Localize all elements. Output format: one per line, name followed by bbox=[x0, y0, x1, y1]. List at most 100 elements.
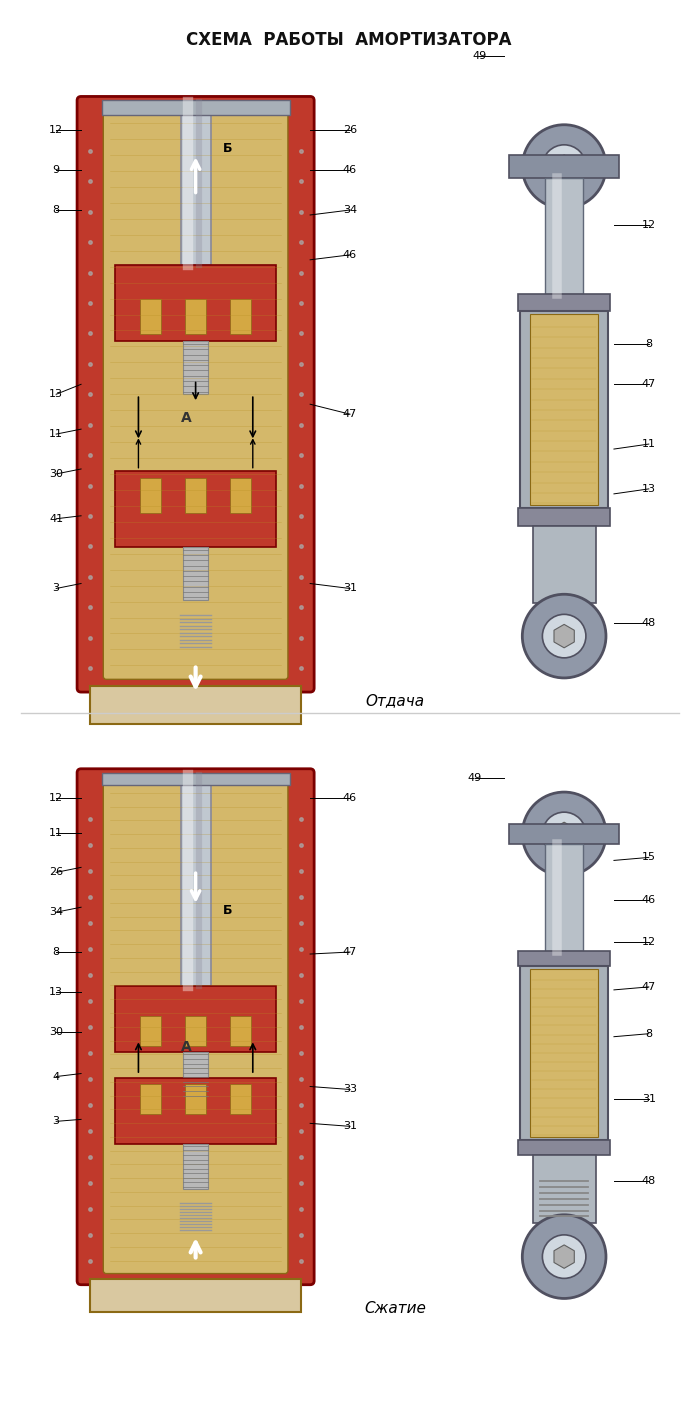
Circle shape bbox=[522, 125, 606, 208]
Bar bbox=[115, 265, 276, 342]
Text: 34: 34 bbox=[49, 908, 63, 918]
Text: 46: 46 bbox=[343, 165, 357, 175]
Text: 47: 47 bbox=[642, 982, 656, 992]
Text: 31: 31 bbox=[343, 583, 357, 593]
Bar bbox=[545, 844, 583, 951]
Bar bbox=[140, 1084, 161, 1114]
Bar bbox=[181, 774, 210, 986]
Text: 12: 12 bbox=[49, 793, 63, 803]
Text: 4: 4 bbox=[52, 1072, 59, 1081]
Bar bbox=[230, 478, 251, 512]
Bar bbox=[519, 1140, 610, 1155]
Text: 12: 12 bbox=[642, 938, 656, 948]
Bar bbox=[115, 1077, 276, 1144]
Circle shape bbox=[522, 1215, 606, 1298]
Polygon shape bbox=[554, 1245, 575, 1268]
Bar bbox=[90, 686, 301, 724]
Circle shape bbox=[542, 615, 586, 657]
Text: 49: 49 bbox=[468, 773, 482, 783]
Bar bbox=[140, 478, 161, 512]
Text: А: А bbox=[181, 411, 192, 425]
Text: 3: 3 bbox=[52, 1117, 59, 1127]
Text: 46: 46 bbox=[343, 250, 357, 260]
Text: Б: Б bbox=[222, 142, 232, 155]
Bar bbox=[520, 966, 608, 1140]
Bar bbox=[530, 314, 598, 505]
Text: 47: 47 bbox=[343, 948, 357, 958]
Text: Б: Б bbox=[222, 905, 232, 918]
Text: 46: 46 bbox=[343, 793, 357, 803]
Bar bbox=[183, 342, 208, 394]
Circle shape bbox=[542, 813, 586, 855]
Text: 34: 34 bbox=[343, 205, 357, 215]
Bar bbox=[520, 312, 608, 508]
Bar bbox=[510, 824, 619, 844]
Polygon shape bbox=[554, 155, 575, 178]
FancyBboxPatch shape bbox=[77, 768, 314, 1285]
Bar bbox=[90, 1279, 301, 1312]
Text: 13: 13 bbox=[49, 390, 63, 400]
Bar bbox=[510, 155, 619, 178]
Bar bbox=[545, 178, 583, 295]
Bar bbox=[185, 1084, 206, 1114]
Circle shape bbox=[522, 595, 606, 677]
Text: 8: 8 bbox=[645, 1029, 652, 1039]
Text: 15: 15 bbox=[642, 852, 656, 862]
Bar bbox=[230, 1084, 251, 1114]
Text: 11: 11 bbox=[642, 440, 656, 450]
Bar bbox=[115, 471, 276, 546]
Text: 41: 41 bbox=[49, 514, 63, 524]
Bar bbox=[185, 478, 206, 512]
Bar bbox=[230, 1016, 251, 1046]
Bar bbox=[183, 546, 208, 601]
Bar bbox=[140, 1016, 161, 1046]
Text: 48: 48 bbox=[642, 1177, 656, 1187]
Bar bbox=[181, 102, 210, 265]
Text: 47: 47 bbox=[642, 380, 656, 390]
Bar bbox=[140, 299, 161, 334]
Text: 26: 26 bbox=[343, 125, 357, 135]
Text: 8: 8 bbox=[645, 340, 652, 350]
Polygon shape bbox=[554, 822, 575, 845]
Text: 12: 12 bbox=[642, 221, 656, 231]
Text: 31: 31 bbox=[343, 1121, 357, 1131]
Text: 8: 8 bbox=[52, 205, 59, 215]
Text: 49: 49 bbox=[473, 51, 487, 61]
Bar bbox=[185, 1016, 206, 1046]
Bar bbox=[530, 969, 598, 1137]
Text: Отдача: Отдача bbox=[366, 693, 424, 709]
Text: 11: 11 bbox=[49, 430, 63, 440]
Text: 30: 30 bbox=[49, 470, 63, 480]
Bar bbox=[115, 986, 276, 1052]
Text: 8: 8 bbox=[52, 948, 59, 958]
FancyBboxPatch shape bbox=[103, 780, 288, 1274]
Bar bbox=[183, 1144, 208, 1190]
Polygon shape bbox=[554, 625, 575, 647]
Bar bbox=[533, 525, 596, 602]
Text: 47: 47 bbox=[343, 410, 357, 420]
Circle shape bbox=[522, 793, 606, 875]
Circle shape bbox=[542, 1235, 586, 1278]
Text: 46: 46 bbox=[642, 895, 656, 905]
Text: Сжатие: Сжатие bbox=[364, 1301, 426, 1316]
Bar bbox=[101, 101, 289, 115]
Circle shape bbox=[542, 145, 586, 188]
Bar bbox=[101, 773, 289, 785]
Bar bbox=[185, 299, 206, 334]
Text: 31: 31 bbox=[642, 1094, 656, 1104]
FancyBboxPatch shape bbox=[103, 110, 288, 679]
Text: 30: 30 bbox=[49, 1027, 63, 1037]
Text: 9: 9 bbox=[52, 165, 59, 175]
Text: 33: 33 bbox=[343, 1084, 357, 1094]
Bar bbox=[519, 951, 610, 966]
Text: 48: 48 bbox=[642, 619, 656, 629]
Text: 12: 12 bbox=[49, 125, 63, 135]
Bar bbox=[519, 508, 610, 525]
Text: 13: 13 bbox=[642, 484, 656, 494]
Bar bbox=[533, 1155, 596, 1224]
Text: СХЕМА  РАБОТЫ  АМОРТИЗАТОРА: СХЕМА РАБОТЫ АМОРТИЗАТОРА bbox=[186, 31, 512, 48]
Bar bbox=[519, 295, 610, 312]
Text: 11: 11 bbox=[49, 828, 63, 838]
Bar bbox=[230, 299, 251, 334]
Text: 13: 13 bbox=[49, 988, 63, 998]
